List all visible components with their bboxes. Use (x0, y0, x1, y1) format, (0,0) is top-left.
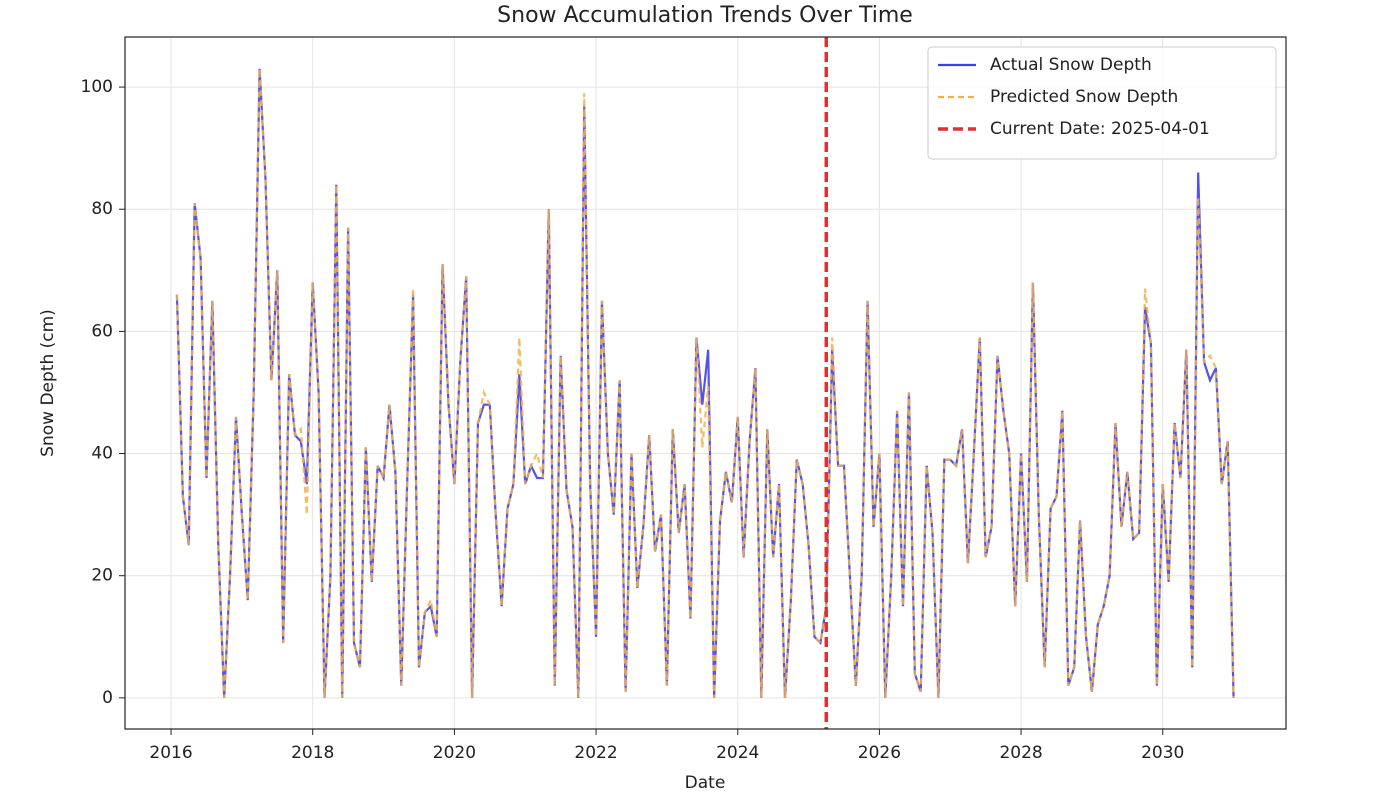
legend-label: Current Date: 2025-04-01 (990, 119, 1210, 139)
x-tick-label: 2024 (716, 743, 759, 763)
legend-label: Actual Snow Depth (990, 55, 1152, 75)
y-tick-label: 80 (91, 199, 113, 219)
legend-label: Predicted Snow Depth (990, 87, 1178, 107)
y-axis-label: Snow Depth (cm) (38, 309, 58, 457)
y-tick-label: 60 (91, 321, 113, 341)
x-axis-label: Date (685, 773, 726, 793)
x-tick-label: 2030 (1141, 743, 1184, 763)
legend-box (927, 46, 1277, 160)
y-tick-label: 0 (102, 688, 113, 708)
x-tick-label: 2022 (574, 743, 617, 763)
y-tick-label: 40 (91, 444, 113, 464)
plot-frame (124, 36, 1287, 730)
x-tick-label: 2018 (291, 743, 334, 763)
y-tick-label: 100 (81, 77, 113, 97)
series-line (175, 68, 1235, 698)
x-tick-label: 2020 (433, 743, 476, 763)
y-tick-label: 20 (91, 566, 113, 586)
series-line (175, 68, 1235, 698)
x-tick-label: 2016 (149, 743, 192, 763)
x-tick-label: 2028 (999, 743, 1042, 763)
chart-title: Snow Accumulation Trends Over Time (497, 3, 913, 28)
x-tick-label: 2026 (858, 743, 901, 763)
